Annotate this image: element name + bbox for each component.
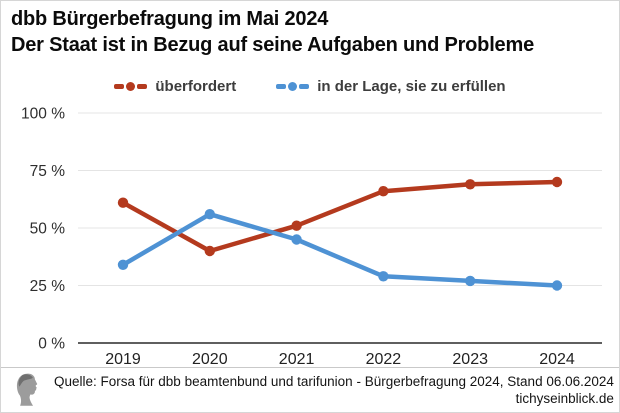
data-point-0-2019 xyxy=(117,197,129,208)
legend-marker-blue-icon xyxy=(276,82,310,91)
series-line-1 xyxy=(120,211,560,288)
y-tick-label: 50 % xyxy=(30,221,66,238)
legend-label-in-der-lage: in der Lage, sie zu erfüllen xyxy=(317,78,506,95)
chart-header: dbb Bürgerbefragung im Mai 2024 Der Staa… xyxy=(11,6,613,58)
x-tick-label: 2021 xyxy=(279,351,315,367)
data-point-1-2021 xyxy=(291,234,302,245)
data-point-0-2024 xyxy=(551,176,563,188)
source-block: Quelle: Forsa für dbb beamtenbund und ta… xyxy=(54,373,614,407)
data-point-1-2024 xyxy=(551,280,563,291)
data-point-1-2022 xyxy=(378,271,389,282)
data-point-1-2020 xyxy=(204,209,215,220)
footer: Quelle: Forsa für dbb beamtenbund und ta… xyxy=(1,367,619,412)
legend-item-in-der-lage: in der Lage, sie zu erfüllen xyxy=(276,78,506,95)
data-point-1-2023 xyxy=(465,275,476,287)
x-tick-label: 2022 xyxy=(366,351,402,367)
line-chart: 0 % 25 % 50 % 75 % 100 % 2019 2020 2021 2022 2023… xyxy=(21,106,602,367)
data-point-0-2021 xyxy=(291,220,302,231)
x-tick-label: 2019 xyxy=(105,351,141,367)
legend-label-ueberfordert: überfordert xyxy=(155,78,237,95)
series-line-0 xyxy=(120,179,560,254)
chart-title: dbb Bürgerbefragung im Mai 2024 xyxy=(11,8,329,30)
legend-item-ueberfordert: überfordert xyxy=(114,78,236,95)
legend-marker-red-icon xyxy=(114,82,148,91)
source-text: Quelle: Forsa für dbb beamtenbund und ta… xyxy=(54,374,614,389)
y-tick-label: 100 % xyxy=(21,106,65,123)
classical-head-profile-icon xyxy=(16,373,38,406)
x-tick-label: 2024 xyxy=(539,351,575,367)
y-tick-label: 75 % xyxy=(30,163,66,180)
chart-subtitle: Der Staat ist in Bezug auf seine Aufgabe… xyxy=(11,34,534,56)
tichys-einblick-logo xyxy=(9,372,46,409)
data-point-1-2019 xyxy=(117,259,129,270)
y-tick-label: 0 % xyxy=(38,336,65,353)
x-tick-label: 2020 xyxy=(192,351,228,367)
x-tick-label: 2023 xyxy=(452,351,488,367)
data-point-0-2023 xyxy=(465,179,476,190)
y-tick-label: 25 % xyxy=(30,278,66,295)
plot-area: 0 % 25 % 50 % 75 % 100 % 2019 2020 2021 2022 2023… xyxy=(1,97,619,367)
data-point-0-2022 xyxy=(378,186,389,197)
data-point-0-2020 xyxy=(204,245,215,257)
website-text[interactable]: tichyseinblick.de xyxy=(515,391,614,406)
legend: überfordert in der Lage, sie zu erfüllen xyxy=(1,78,619,95)
